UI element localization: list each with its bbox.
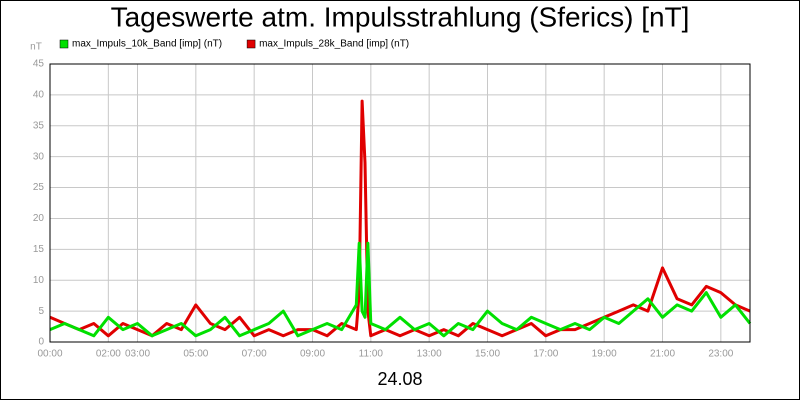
chart-title: Tageswerte atm. Impulsstrahlung (Sferics… xyxy=(111,1,690,32)
plot-border xyxy=(49,63,751,343)
x-tick-label: 13:00 xyxy=(417,349,442,360)
x-tick-label: 15:00 xyxy=(475,349,500,360)
x-tick-label: 19:00 xyxy=(592,349,617,360)
legend-label: max_Impuls_28k_Band [imp] (nT) xyxy=(259,39,409,50)
series-line xyxy=(49,241,752,338)
series-line xyxy=(49,99,751,338)
x-tick-label: 00:00 xyxy=(37,349,62,360)
legend-swatch xyxy=(246,39,256,49)
x-tick-label: 07:00 xyxy=(242,349,267,360)
y-tick-label: 10 xyxy=(33,275,45,286)
y-tick-label: 30 xyxy=(33,151,45,162)
y-tick-label: 45 xyxy=(33,59,45,70)
y-axis-label: nT xyxy=(30,42,42,53)
lines xyxy=(49,99,752,338)
y-tick-label: 20 xyxy=(33,213,45,224)
legend-swatch xyxy=(59,39,69,49)
legend-label: max_Impuls_10k_Band [imp] (nT) xyxy=(72,39,222,50)
x-tick-label: 09:00 xyxy=(300,349,325,360)
y-tick-label: 25 xyxy=(33,182,45,193)
x-axis-label: 24.08 xyxy=(377,369,422,389)
x-tick-label: 02:00 xyxy=(96,349,121,360)
x-tick-label: 21:00 xyxy=(650,349,675,360)
x-tick-label: 17:00 xyxy=(533,349,558,360)
y-tick-label: 40 xyxy=(33,90,45,101)
x-tick-label: 23:00 xyxy=(708,349,733,360)
y-tick-label: 5 xyxy=(38,306,44,317)
y-tick-label: 0 xyxy=(38,337,44,348)
x-tick-label: 03:00 xyxy=(125,349,150,360)
grid xyxy=(49,63,750,343)
y-tick-label: 15 xyxy=(33,244,45,255)
y-tick-label: 35 xyxy=(33,120,45,131)
x-tick-label: 05:00 xyxy=(183,349,208,360)
x-tick-label: 11:00 xyxy=(359,349,384,360)
